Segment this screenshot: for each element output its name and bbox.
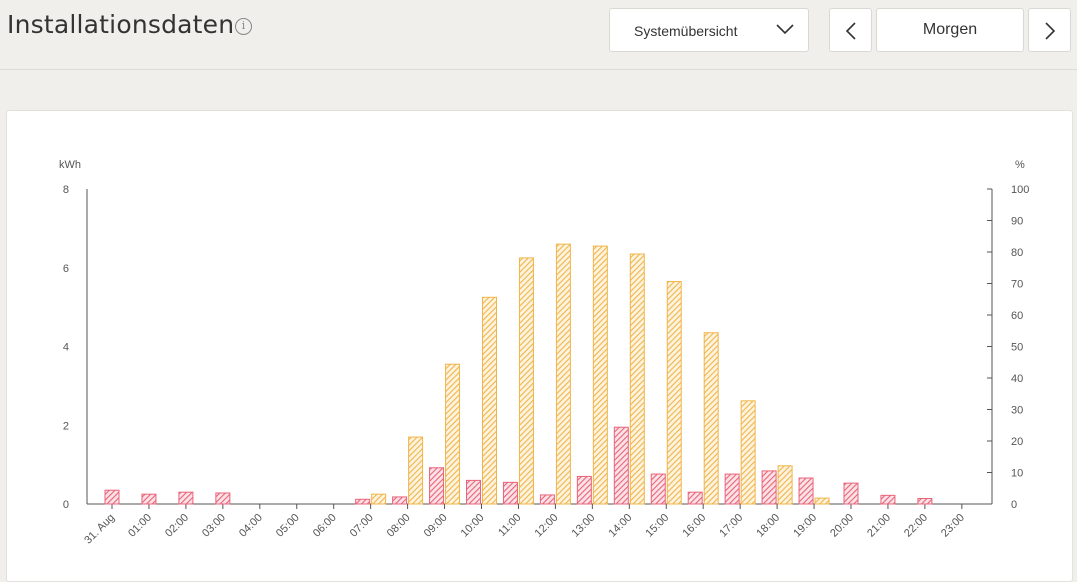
consumption-bar [429, 467, 445, 505]
consumption-bar [466, 479, 481, 505]
consumption-bar [104, 489, 120, 505]
consumption-bar [355, 498, 371, 505]
y-tick-right: 30 [1011, 405, 1023, 417]
y-tick-right: 0 [1011, 499, 1017, 511]
page-title: Installationsdaten [7, 10, 235, 39]
x-tick-label: 01:00 [126, 512, 154, 540]
view-select-label: Systemübersicht [634, 23, 738, 39]
consumption-bar [215, 492, 231, 505]
x-tick-label: 11:00 [496, 512, 523, 539]
consumption-bar [539, 494, 555, 505]
x-tick-label: 08:00 [385, 512, 413, 540]
x-tick-label: 17:00 [717, 512, 745, 540]
consumption-bar [613, 426, 629, 505]
x-tick-label: 02:00 [163, 512, 191, 540]
x-tick-label: 13:00 [570, 512, 598, 540]
y-tick-right: 90 [1011, 216, 1023, 228]
x-tick-label: 06:00 [311, 512, 339, 540]
next-day-button[interactable] [1028, 8, 1071, 52]
previous-day-button[interactable] [829, 8, 872, 52]
consumption-bar [761, 470, 777, 505]
production-bar [740, 400, 756, 505]
x-tick-label: 10:00 [459, 512, 487, 540]
x-tick-label: 15:00 [643, 512, 671, 540]
x-tick-label: 23:00 [939, 512, 967, 540]
x-tick-label: 21:00 [865, 512, 893, 540]
x-tick-label: 04:00 [237, 512, 265, 540]
chart-card: kWh% 8 6 4 2 0 100 90 80 70 60 50 40 30 20 10 0 31. Aug 01… [6, 110, 1073, 582]
chevron-right-icon [1045, 22, 1056, 40]
y-tick-right: 80 [1011, 247, 1023, 259]
consumption-bar [178, 491, 194, 505]
chevron-down-icon [776, 24, 794, 35]
y-tick-left: 6 [63, 263, 69, 275]
y-tick-left: 2 [63, 420, 69, 432]
x-tick-label: 22:00 [902, 512, 930, 540]
x-tick-label: 18:00 [754, 512, 782, 540]
x-tick-label: 16:00 [680, 512, 708, 540]
chevron-left-icon [845, 22, 856, 40]
x-tick-label: 12:00 [533, 512, 561, 540]
x-tick-label: 20:00 [828, 512, 856, 540]
x-tick-label: 31. Aug [82, 512, 117, 547]
production-bar [445, 363, 461, 505]
y-axis-left-label: kWh [59, 159, 81, 171]
x-tick-label: 14:00 [606, 512, 634, 540]
x-tick-label: 03:00 [200, 512, 228, 540]
y-axis-right-label: % [1015, 159, 1025, 171]
production-bar [555, 243, 571, 505]
y-tick-right: 10 [1011, 468, 1023, 480]
y-tick-right: 100 [1011, 184, 1029, 196]
production-bar [592, 245, 608, 505]
production-bar [666, 281, 682, 505]
production-bar [408, 436, 424, 505]
consumption-bar [141, 493, 157, 505]
y-tick-right: 40 [1011, 373, 1023, 385]
y-tick-right: 60 [1011, 310, 1023, 322]
production-bar [814, 497, 830, 505]
production-bar [703, 332, 719, 505]
header-bar: Installationsdaten i Systemübersicht Mor… [0, 0, 1077, 70]
consumption-bar [843, 482, 859, 505]
production-bar [777, 465, 793, 505]
consumption-bar [880, 494, 896, 505]
x-tick-label: 05:00 [274, 512, 302, 540]
consumption-bar [687, 491, 703, 505]
production-bar [629, 253, 645, 505]
y-tick-right: 70 [1011, 279, 1023, 291]
consumption-bar [502, 481, 518, 505]
x-tick-label: 09:00 [422, 512, 450, 540]
x-tick-label: 07:00 [348, 512, 376, 540]
production-bar [482, 296, 497, 505]
consumption-bar [650, 473, 666, 505]
consumption-bar [392, 496, 408, 505]
y-tick-left: 4 [63, 342, 69, 354]
consumption-bar [798, 477, 814, 505]
y-tick-right: 20 [1011, 436, 1023, 448]
y-tick-right: 50 [1011, 342, 1023, 354]
production-bar [518, 257, 534, 505]
y-tick-left: 8 [63, 184, 69, 196]
info-icon[interactable]: i [235, 18, 252, 35]
view-select[interactable]: Systemübersicht [609, 8, 809, 52]
consumption-bar [917, 497, 933, 505]
consumption-bar [576, 475, 592, 505]
x-tick-label: 19:00 [791, 512, 819, 540]
date-display[interactable]: Morgen [876, 8, 1024, 52]
consumption-bar [724, 473, 740, 505]
y-tick-left: 0 [63, 499, 69, 511]
production-bar [371, 493, 387, 505]
